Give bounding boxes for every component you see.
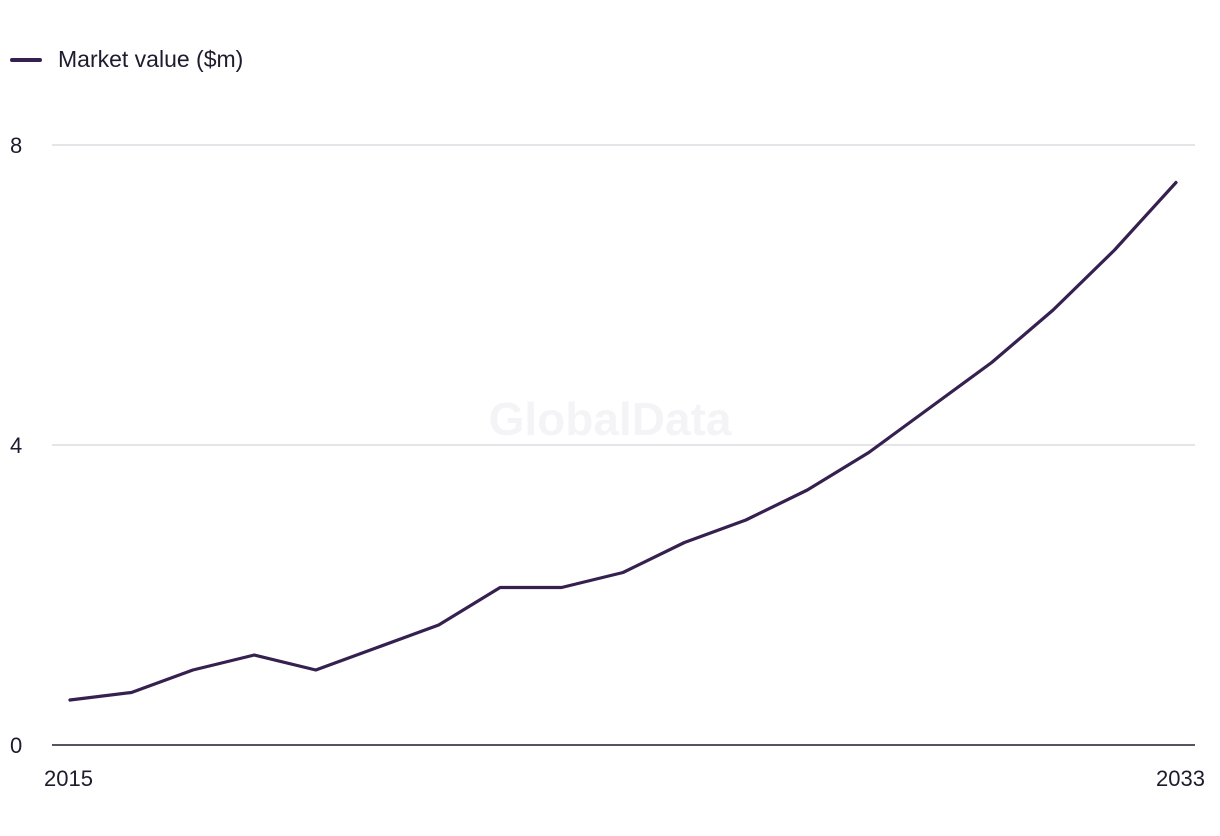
- plot-area: [68, 180, 1178, 702]
- y-tick-label: 4: [10, 433, 22, 458]
- legend-label: Market value ($m): [58, 46, 244, 72]
- x-tick-label: 2033: [1156, 766, 1205, 791]
- watermark: GlobalData: [489, 393, 732, 445]
- x-axis: 2015 2033: [44, 766, 1205, 791]
- legend-swatch: [10, 57, 42, 62]
- y-tick-label: 8: [10, 133, 22, 158]
- y-axis: 0 4 8: [10, 133, 22, 758]
- series-line: [68, 180, 1178, 702]
- legend: Market value ($m): [10, 46, 243, 73]
- grid: [52, 144, 1195, 746]
- x-tick-label: 2015: [44, 766, 93, 791]
- y-tick-label: 0: [10, 733, 22, 758]
